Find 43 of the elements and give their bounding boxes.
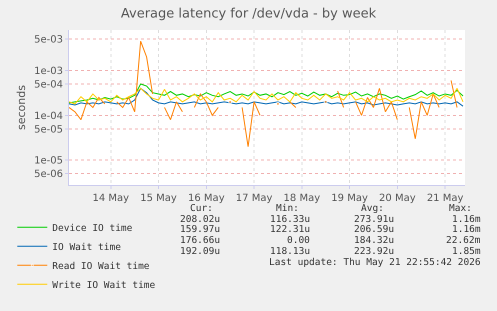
legend-label: Read IO Wait time xyxy=(52,260,150,272)
text: 192.09u xyxy=(180,246,220,257)
text: 1.16m xyxy=(452,224,481,235)
text: Cur: xyxy=(190,203,213,214)
x-tick-label: 15 May xyxy=(140,193,177,204)
y-tick-label: 5e-05 xyxy=(34,124,63,136)
x-tick-label: 21 May xyxy=(426,193,464,204)
x-tick-label: 14 May xyxy=(92,193,130,204)
legend-label: Write IO Wait time xyxy=(52,280,156,291)
x-tick-label: 20 May xyxy=(379,193,416,204)
text: 159.97u xyxy=(180,224,220,235)
legend-label: Device IO time xyxy=(52,222,133,234)
x-tick-label: 17 May xyxy=(236,193,272,204)
text: 208.02u xyxy=(180,214,220,225)
text: 273.91u xyxy=(354,214,394,225)
text: 122.31u xyxy=(270,224,310,235)
text: Last update: Thu May 21 22:55:42 2026 xyxy=(269,257,481,268)
y-axis-title: seconds xyxy=(14,84,28,130)
text: Max: xyxy=(449,203,472,214)
y-tick-label: 1e-03 xyxy=(34,66,63,77)
x-tick-label: 18 May xyxy=(284,193,320,204)
text: 0.00 xyxy=(287,235,310,246)
text: Avg: xyxy=(361,203,384,214)
x-tick-label: 19 May xyxy=(331,193,368,204)
text: 22.62m xyxy=(446,235,481,246)
text: 116.33u xyxy=(270,214,310,225)
text: 223.92u xyxy=(354,246,394,257)
text: 176.66u xyxy=(180,235,220,246)
y-tick-label: 1e-04 xyxy=(34,110,63,122)
text: 1.16m xyxy=(452,214,481,225)
y-tick-label: 5e-03 xyxy=(34,34,63,46)
y-tick-label: 5e-04 xyxy=(34,80,63,91)
legend-label: IO Wait time xyxy=(52,242,122,253)
text: 206.59u xyxy=(354,224,394,235)
y-tick-label: 5e-06 xyxy=(34,169,63,180)
text: Min: xyxy=(276,203,299,214)
y-tick-label: 1e-05 xyxy=(34,156,63,167)
x-tick-label: 16 May xyxy=(188,193,225,204)
text: 1.85m xyxy=(452,246,481,257)
line-series xyxy=(69,84,464,104)
chart-title: Average latency for /dev/vda - by week xyxy=(120,6,377,22)
text: 184.32u xyxy=(354,235,394,246)
text: 118.13u xyxy=(270,246,310,257)
